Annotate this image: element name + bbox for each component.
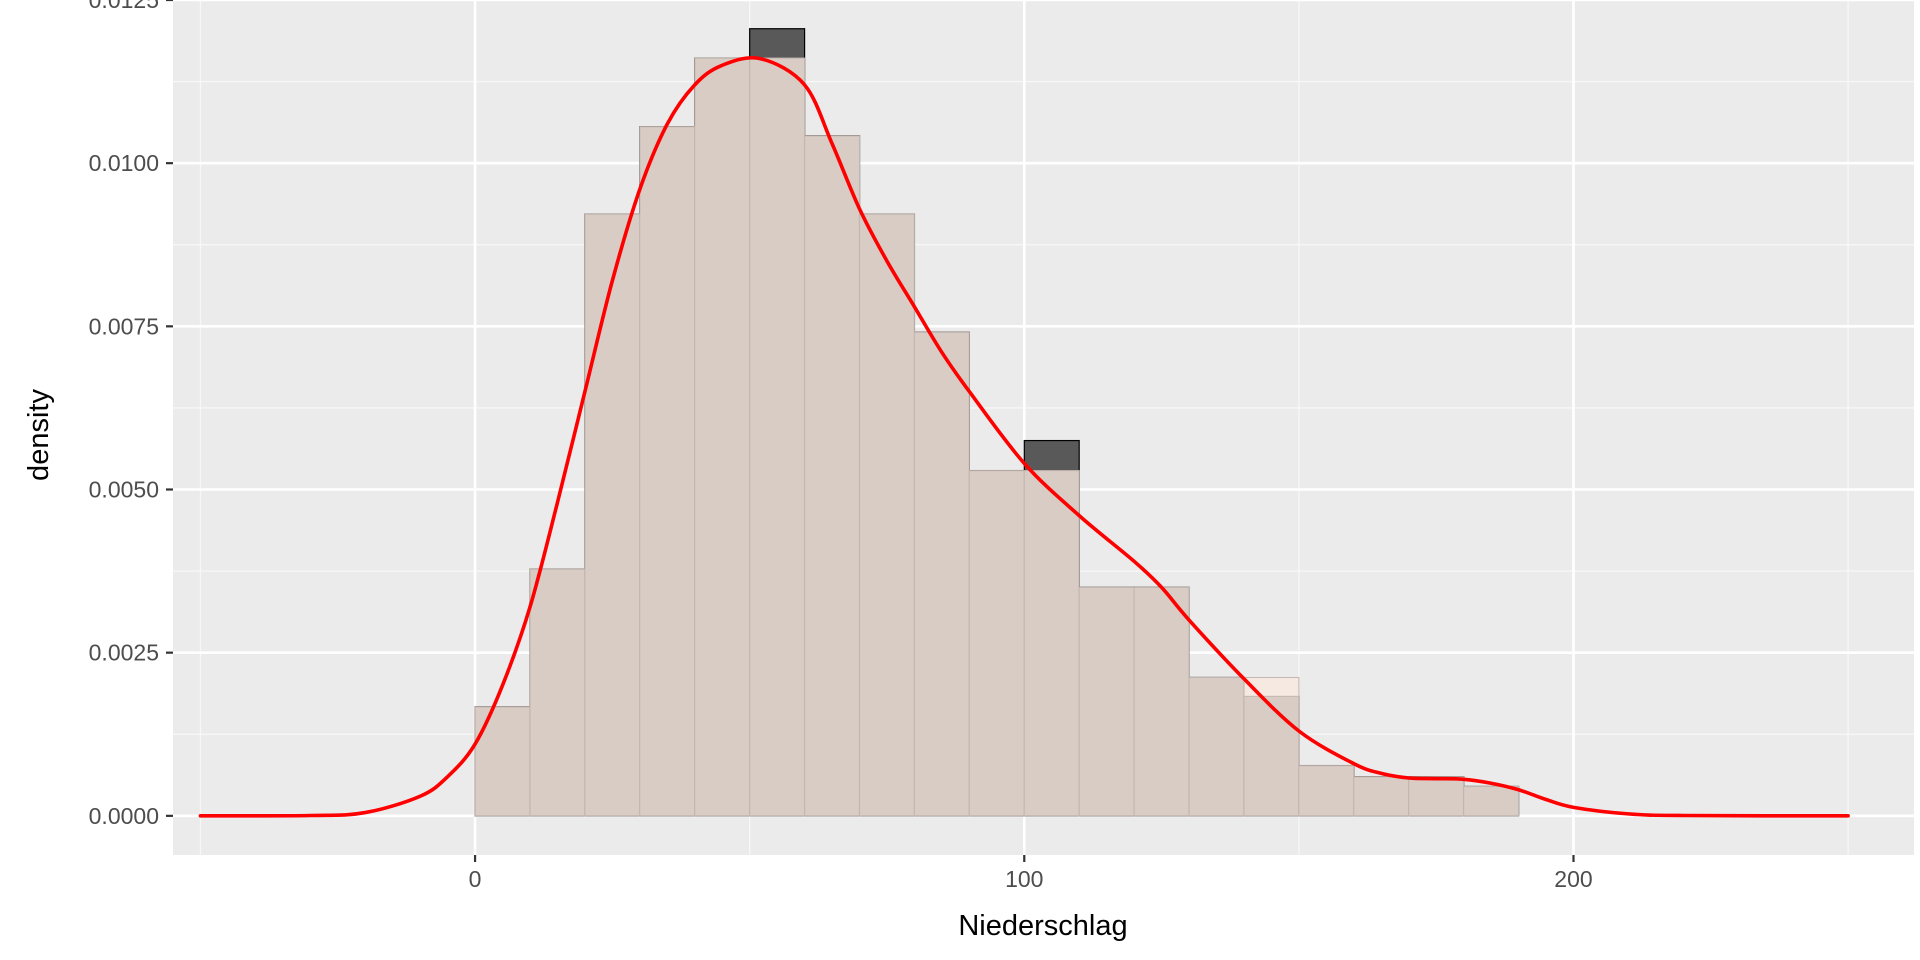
y-tick-label: 0.0025	[89, 640, 159, 666]
overlay-bar	[694, 57, 751, 817]
x-axis: 0 100 200	[469, 855, 1593, 892]
y-axis-title: density	[23, 389, 55, 481]
overlay-bar	[749, 57, 806, 817]
overlay-bar	[913, 331, 970, 817]
overlay-bar	[474, 706, 531, 817]
x-axis-title: Niederschlag	[958, 910, 1127, 942]
overlay-bar	[804, 135, 861, 817]
y-tick-label: 0.0075	[89, 313, 159, 339]
overlay-bar	[1298, 765, 1355, 817]
overlay-bar	[1353, 776, 1410, 817]
overlay-bar	[639, 126, 696, 817]
y-tick-label: 0.0125	[89, 0, 159, 13]
y-axis: 0.0000 0.0025 0.0050 0.0075 0.0100 0.0125	[89, 0, 173, 829]
overlay-bar	[1188, 676, 1245, 817]
x-tick-label: 100	[1005, 866, 1043, 892]
overlay-bar	[584, 213, 641, 817]
overlay-bar	[1023, 470, 1080, 817]
overlay-bars	[474, 57, 1520, 817]
overlay-bar	[1243, 676, 1300, 817]
y-tick-label: 0.0000	[89, 803, 159, 829]
density-curve	[198, 55, 1850, 818]
y-tick-label: 0.0100	[89, 150, 159, 176]
y-tick-label: 0.0050	[89, 477, 159, 503]
overlay-bar	[529, 568, 586, 817]
overlay-bar	[1133, 586, 1190, 817]
overlay-bar	[1408, 776, 1465, 817]
x-tick-label: 200	[1554, 866, 1592, 892]
x-tick-label: 0	[469, 866, 482, 892]
overlay-bar	[1078, 586, 1135, 817]
overlay-bar	[968, 470, 1025, 817]
overlay-bar	[1463, 785, 1520, 817]
overlay-bar	[859, 213, 915, 817]
